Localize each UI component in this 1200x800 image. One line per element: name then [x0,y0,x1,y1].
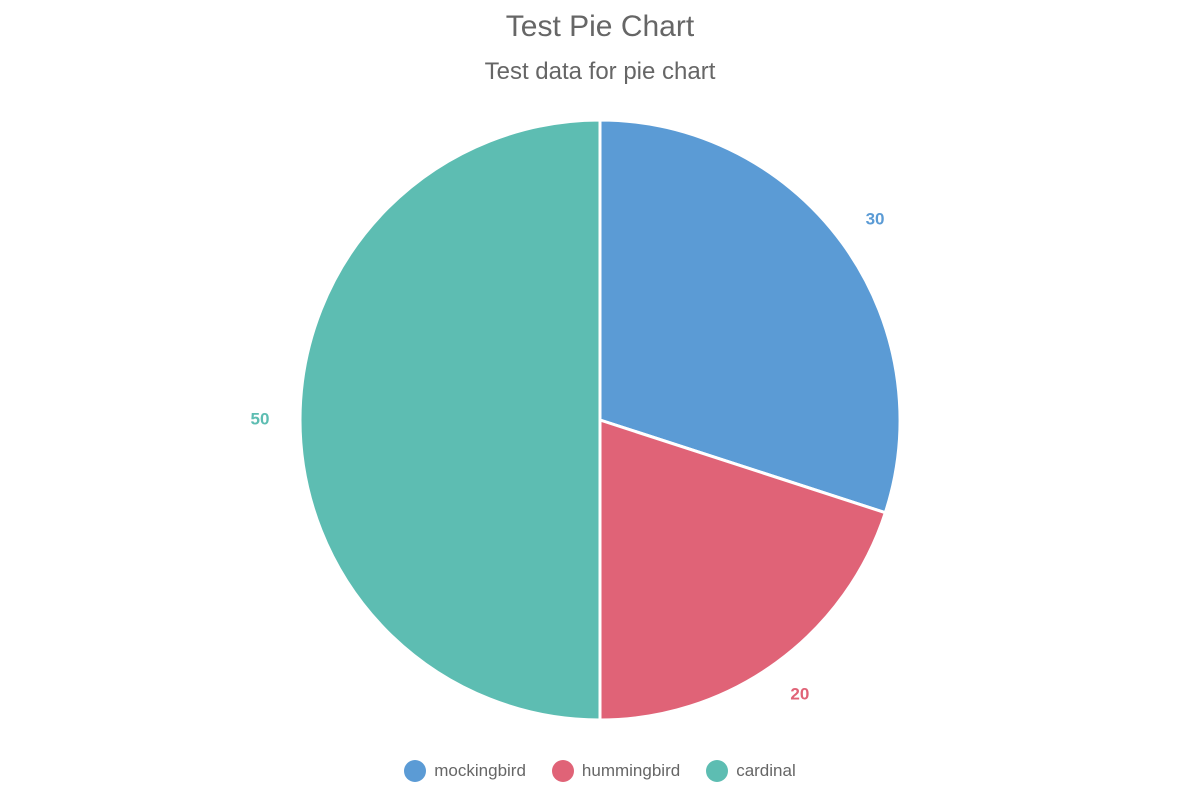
chart-subtitle: Test data for pie chart [0,58,1200,86]
legend-swatch-mockingbird [404,760,426,782]
pie-chart-svg: 30 20 50 [150,110,1050,730]
legend-label: cardinal [736,761,796,781]
legend: mockingbird hummingbird cardinal [0,760,1200,782]
slice-value-mockingbird: 30 [866,210,885,229]
slice-value-cardinal: 50 [251,409,270,428]
legend-item-hummingbird[interactable]: hummingbird [552,760,680,782]
legend-swatch-cardinal [706,760,728,782]
chart-title: Test Pie Chart [0,10,1200,44]
legend-item-cardinal[interactable]: cardinal [706,760,796,782]
legend-label: mockingbird [434,761,526,781]
pie-slice-cardinal[interactable] [300,120,600,720]
legend-label: hummingbird [582,761,680,781]
legend-item-mockingbird[interactable]: mockingbird [404,760,526,782]
legend-swatch-hummingbird [552,760,574,782]
pie-chart-container: Test Pie Chart Test data for pie chart 3… [0,0,1200,800]
pie-area: 30 20 50 [0,110,1200,730]
slice-value-hummingbird: 20 [790,685,809,704]
